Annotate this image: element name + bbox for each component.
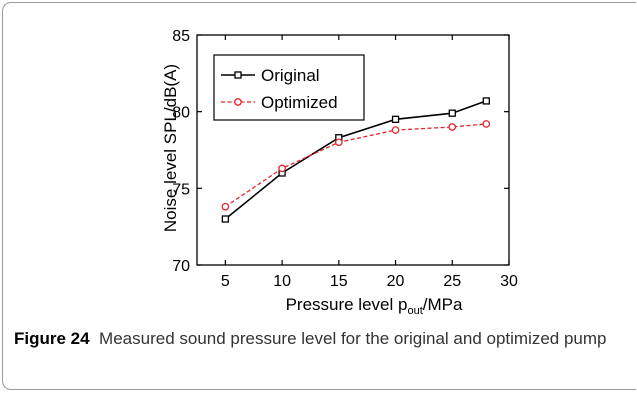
- x-axis-label-subscript: out: [407, 305, 422, 317]
- legend-box: [213, 54, 365, 121]
- x-tick-label-5: 30: [500, 273, 518, 290]
- data-point-optimized-2: [334, 138, 343, 147]
- data-point-optimized-1: [278, 164, 286, 173]
- series-line-original: [224, 100, 487, 220]
- x-axis-label-main: Pressure level p: [286, 295, 408, 314]
- data-point-optimized-0: [221, 202, 230, 211]
- x-tick-label-0: 5: [221, 273, 230, 290]
- data-point-optimized-3: [391, 126, 400, 134]
- x-tick-label-2: 15: [330, 273, 348, 290]
- x-tick-label-1: 10: [273, 273, 291, 290]
- legend-label-optimized: Optimized: [261, 93, 338, 112]
- legend: Original Optimized: [213, 54, 365, 121]
- series-line-optimized: [224, 123, 487, 208]
- x-tick-label-4: 25: [443, 273, 461, 290]
- data-point-optimized-4: [448, 123, 457, 131]
- axes: 5 10 15 20 25 30 70 75 80 85: [172, 28, 518, 290]
- data-point-original-3: [391, 115, 400, 123]
- legend-marker-optimized: [234, 98, 242, 106]
- data-point-original-4: [448, 109, 456, 117]
- x-tick-label-3: 20: [387, 273, 405, 290]
- legend-label-original: Original: [261, 66, 320, 85]
- y-axis-label: Noise level SPL/dB(A): [161, 64, 180, 232]
- figure-caption-text: Measured sound pressure level for the or…: [99, 329, 607, 348]
- legend-marker-original: [234, 71, 242, 79]
- series-group: [221, 97, 491, 223]
- plot-area: [196, 34, 510, 266]
- data-point-original-5: [482, 97, 490, 105]
- y-tick-label-3: 85: [172, 28, 190, 45]
- data-point-original-0: [221, 215, 230, 223]
- x-axis-label-unit: /MPa: [423, 295, 463, 314]
- series-original: [221, 97, 490, 223]
- x-axis-label: Pressure level pout/MPa: [286, 295, 463, 317]
- figure-caption: Figure 24 Measured sound pressure level …: [14, 327, 614, 351]
- y-tick-label-0: 70: [172, 258, 190, 275]
- y-tick-label-1: 75: [172, 181, 190, 198]
- figure-label: Figure 24: [14, 329, 90, 348]
- data-point-optimized-5: [482, 120, 491, 128]
- plot-frame: [196, 34, 510, 266]
- y-tick-label-2: 80: [172, 105, 190, 122]
- series-optimized: [221, 120, 491, 211]
